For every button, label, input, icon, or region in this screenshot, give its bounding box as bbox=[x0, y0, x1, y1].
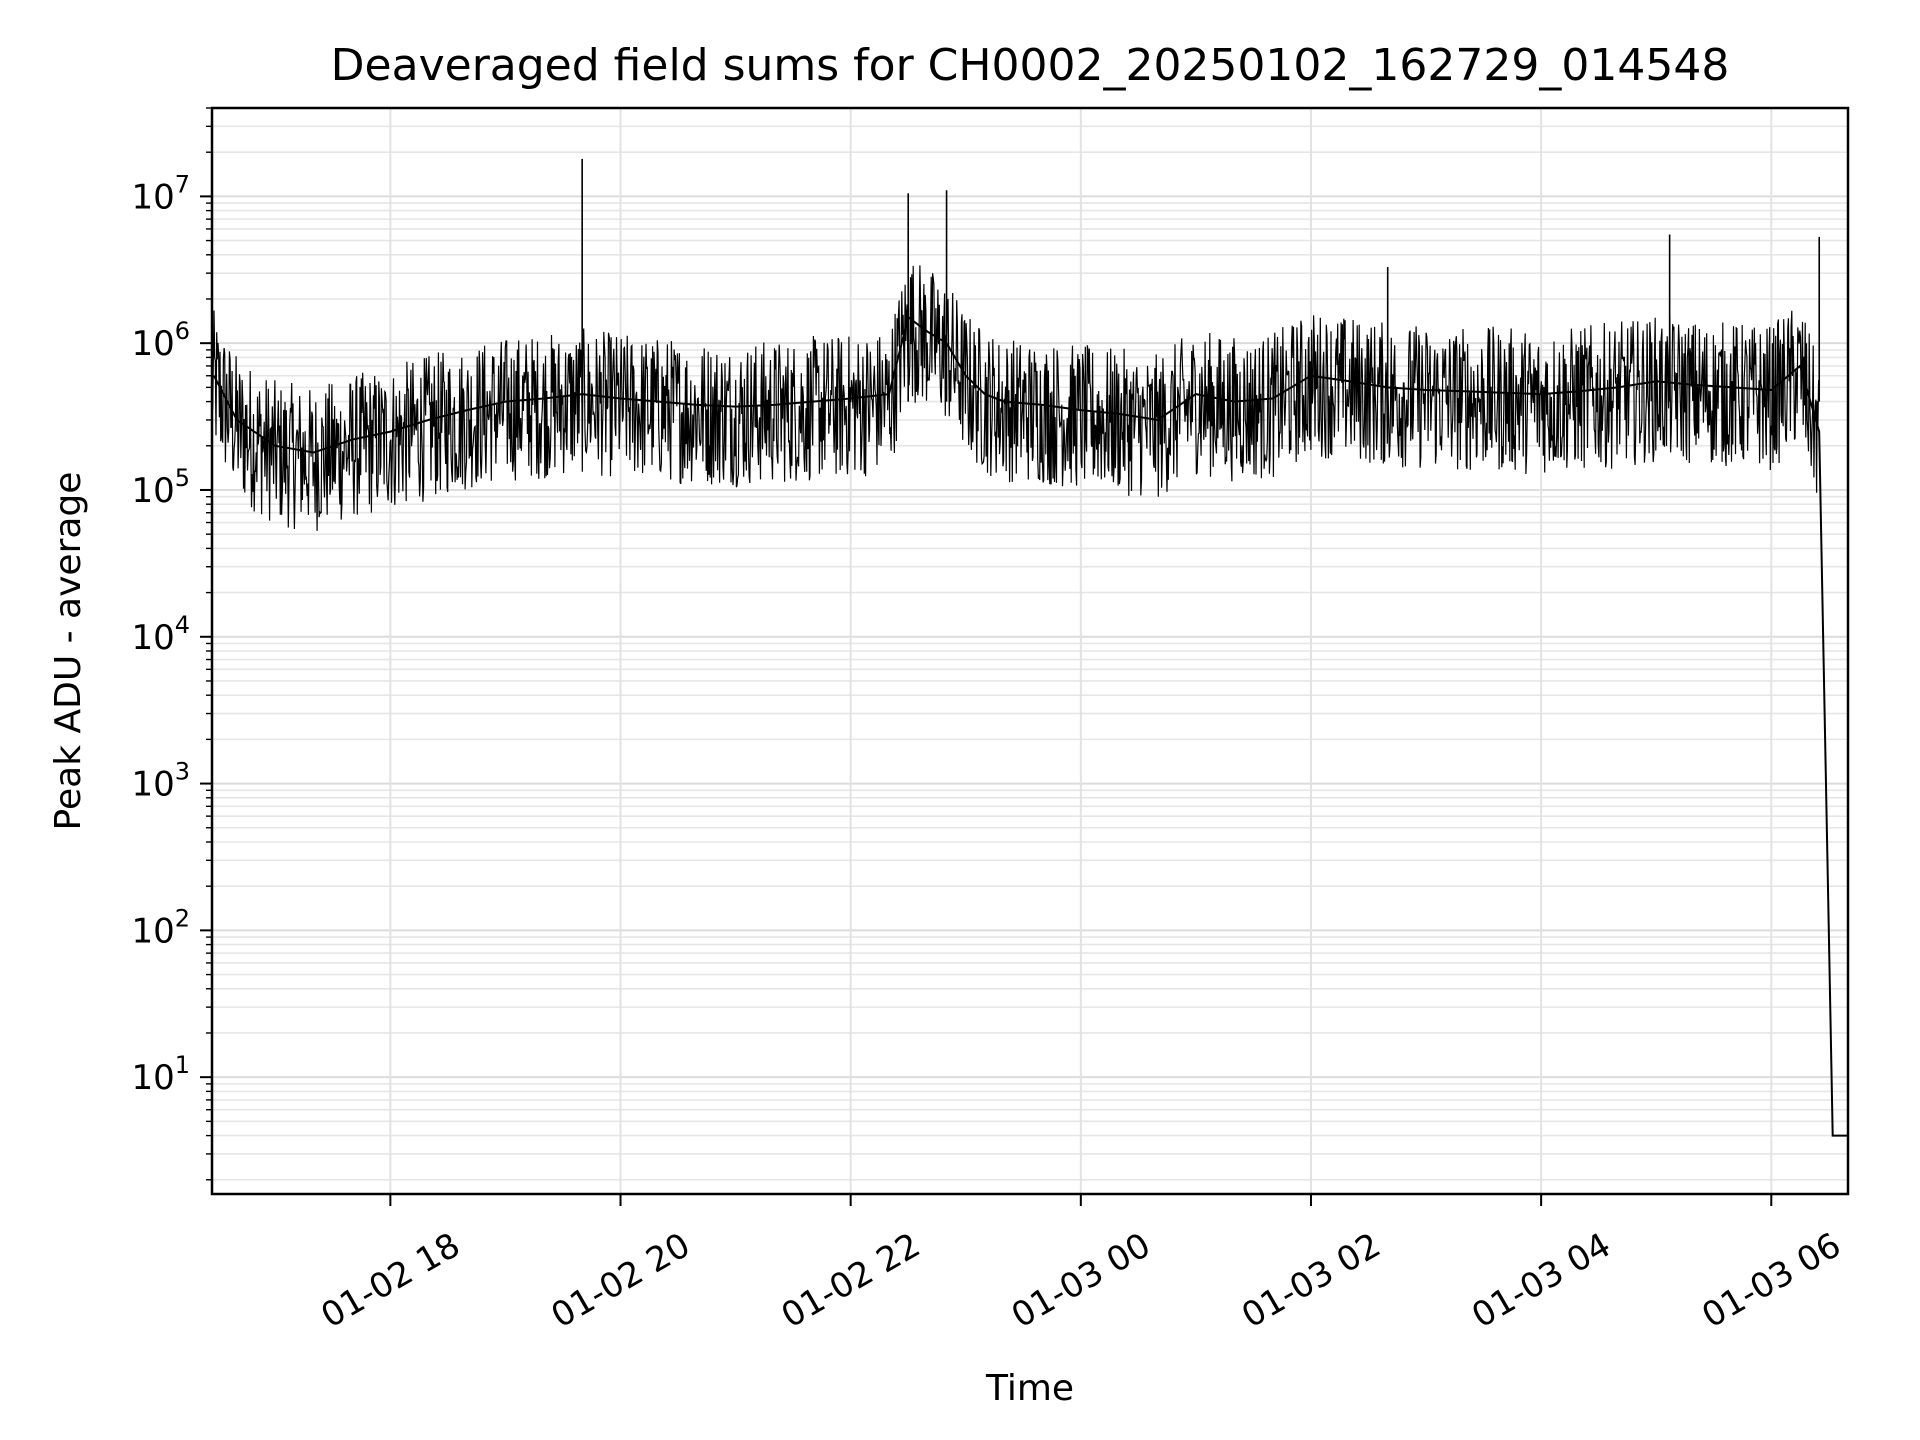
y-tick-label: 107 bbox=[131, 170, 190, 217]
y-tick-label: 105 bbox=[131, 464, 190, 511]
y-axis-label: Peak ADU - average bbox=[48, 472, 89, 831]
y-tick-label: 102 bbox=[131, 904, 190, 951]
chart-title: Deaveraged field sums for CH0002_2025010… bbox=[331, 40, 1730, 91]
series-noise bbox=[211, 265, 1820, 531]
y-tick-label: 103 bbox=[131, 758, 190, 805]
data-layer bbox=[211, 158, 1848, 1137]
y-tick-label: 101 bbox=[131, 1051, 190, 1098]
x-axis-label: Time bbox=[985, 1368, 1074, 1409]
y-tick-label: 106 bbox=[131, 317, 190, 364]
y-tick-label: 104 bbox=[131, 611, 190, 658]
